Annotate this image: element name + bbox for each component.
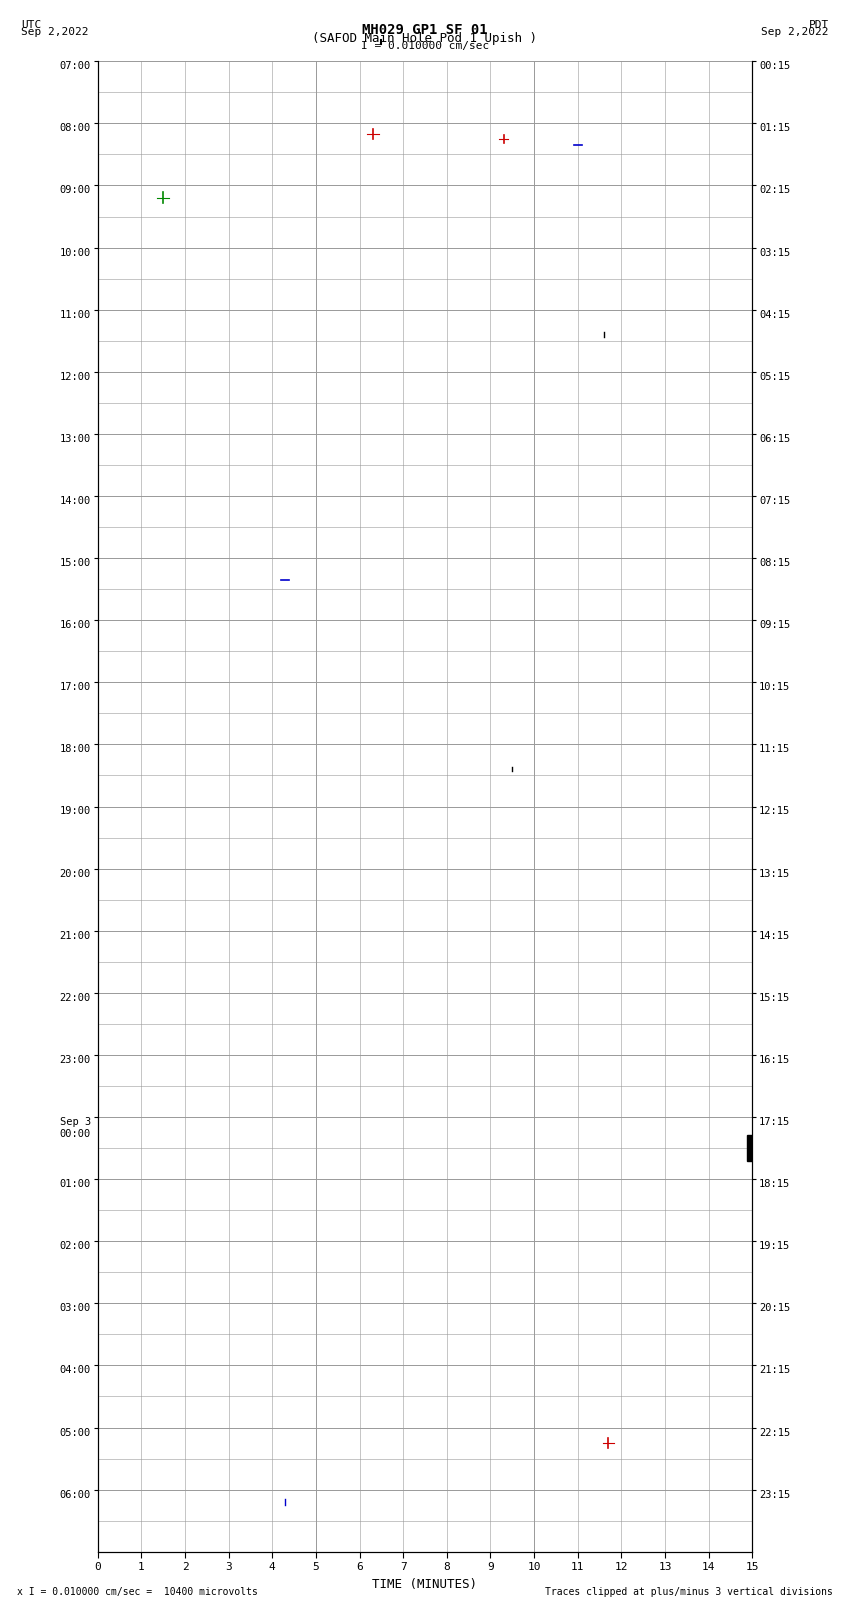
Text: Traces clipped at plus/minus 3 vertical divisions: Traces clipped at plus/minus 3 vertical …: [545, 1587, 833, 1597]
Text: x I = 0.010000 cm/sec =  10400 microvolts: x I = 0.010000 cm/sec = 10400 microvolts: [17, 1587, 258, 1597]
Text: MH029 GP1 SF 01: MH029 GP1 SF 01: [362, 24, 488, 37]
Text: I = 0.010000 cm/sec: I = 0.010000 cm/sec: [361, 40, 489, 52]
Text: PDT: PDT: [808, 19, 829, 31]
Text: Sep 2,2022: Sep 2,2022: [762, 27, 829, 37]
X-axis label: TIME (MINUTES): TIME (MINUTES): [372, 1578, 478, 1590]
Text: (SAFOD Main Hole Pod 1 Upish ): (SAFOD Main Hole Pod 1 Upish ): [313, 32, 537, 45]
Bar: [746, 1136, 754, 1161]
Text: UTC: UTC: [21, 19, 42, 31]
Text: Sep 2,2022: Sep 2,2022: [21, 27, 88, 37]
